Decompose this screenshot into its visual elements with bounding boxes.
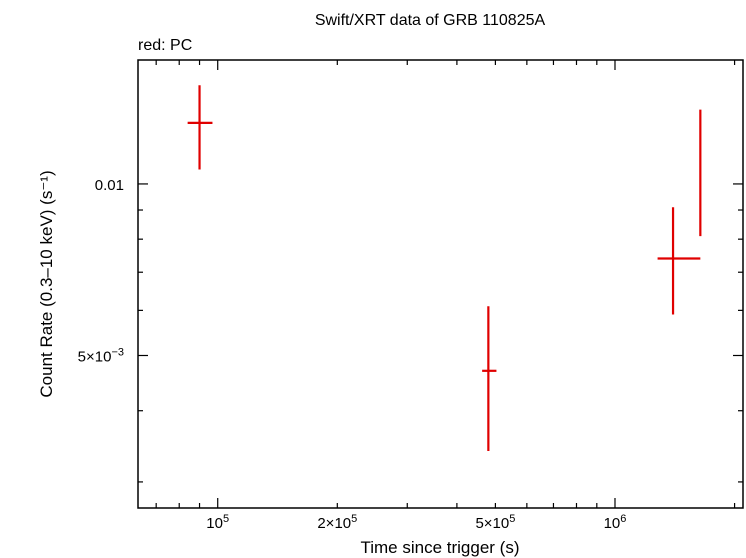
y-tick-label: 5×10−3: [78, 346, 124, 365]
chart-title: Swift/XRT data of GRB 110825A: [315, 12, 546, 29]
data-points: [187, 85, 702, 451]
x-tick-label: 2×105: [317, 513, 357, 532]
y-axis-label: Count Rate (0.3–10 keV) (s⁻¹): [37, 170, 56, 397]
y-tick-label: 0.01: [95, 177, 124, 194]
plot-frame: [137, 59, 744, 509]
x-tick-label: 106: [604, 513, 627, 532]
y-tick-labels: 5×10−3 0.01: [78, 177, 124, 366]
x-tick-labels: 105 2×105 5×105 106: [206, 513, 626, 532]
data-point: [187, 85, 213, 170]
data-point: [657, 207, 701, 315]
x-tick-label: 105: [206, 513, 229, 532]
chart-subtitle: red: PC: [138, 37, 192, 54]
x-tick-label: 5×105: [475, 513, 515, 532]
data-point: [482, 306, 497, 451]
x-axis-label: Time since trigger (s): [360, 538, 519, 557]
axis-ticks: [138, 60, 743, 508]
